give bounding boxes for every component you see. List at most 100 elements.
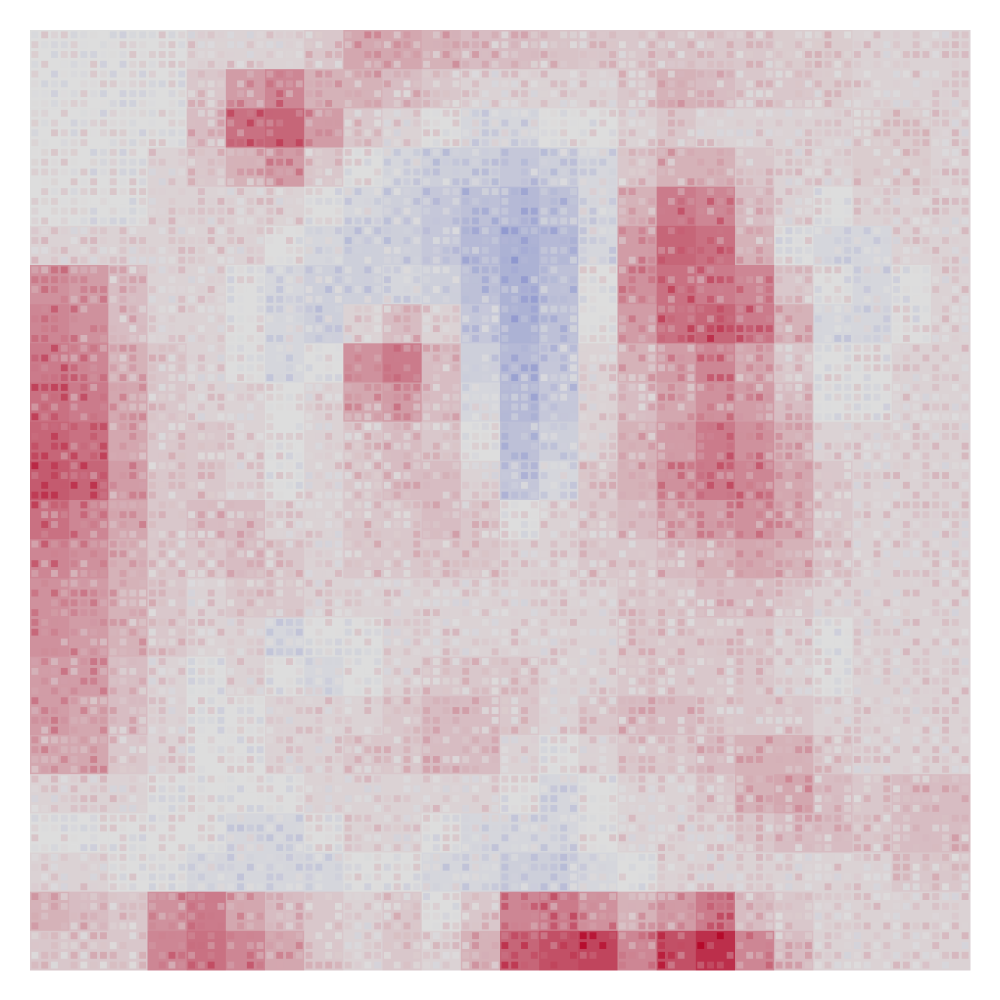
- heatmap-texel: [110, 51, 117, 58]
- heatmap-texel: [345, 218, 352, 225]
- heatmap-texel: [80, 560, 87, 567]
- heatmap-texel: [629, 100, 636, 107]
- heatmap-texel: [825, 51, 832, 58]
- heatmap-texel: [110, 325, 117, 332]
- heatmap-texel: [169, 306, 176, 313]
- heatmap-texel: [550, 139, 557, 146]
- heatmap-texel: [247, 100, 254, 107]
- heatmap-texel: [893, 560, 900, 567]
- heatmap-texel: [550, 443, 557, 450]
- heatmap-texel: [315, 541, 322, 548]
- heatmap-texel: [531, 345, 538, 352]
- heatmap-texel: [619, 492, 626, 499]
- heatmap-texel: [952, 482, 959, 489]
- heatmap-texel: [247, 80, 254, 87]
- heatmap-texel: [276, 257, 283, 264]
- heatmap-texel: [374, 609, 381, 616]
- heatmap-texel: [257, 296, 264, 303]
- heatmap-texel: [678, 443, 685, 450]
- heatmap-texel: [364, 198, 371, 205]
- heatmap-texel: [599, 198, 606, 205]
- heatmap-texel: [570, 169, 577, 176]
- heatmap-texel: [893, 315, 900, 322]
- heatmap-texel: [844, 159, 851, 166]
- heatmap-texel: [511, 404, 518, 411]
- heatmap-texel: [550, 110, 557, 117]
- heatmap-texel: [511, 472, 518, 479]
- heatmap-texel: [394, 178, 401, 185]
- heatmap-texel: [178, 394, 185, 401]
- heatmap-texel: [355, 149, 362, 156]
- heatmap-texel: [580, 71, 587, 78]
- heatmap-texel: [139, 325, 146, 332]
- heatmap-texel: [736, 218, 743, 225]
- heatmap-texel: [668, 120, 675, 127]
- heatmap-texel: [932, 41, 939, 48]
- heatmap-texel: [404, 41, 411, 48]
- heatmap-texel: [668, 531, 675, 538]
- heatmap-texel: [159, 404, 166, 411]
- heatmap-texel: [962, 218, 969, 225]
- heatmap-texel: [688, 296, 695, 303]
- heatmap-texel: [883, 306, 890, 313]
- heatmap-texel: [110, 247, 117, 254]
- heatmap-texel: [913, 443, 920, 450]
- heatmap-texel: [178, 433, 185, 440]
- heatmap-texel: [227, 570, 234, 577]
- heatmap-texel: [306, 453, 313, 460]
- heatmap-texel: [129, 276, 136, 283]
- heatmap-texel: [443, 188, 450, 195]
- heatmap-texel: [335, 178, 342, 185]
- heatmap-texel: [658, 149, 665, 156]
- heatmap-texel: [51, 590, 58, 597]
- heatmap-texel: [208, 492, 215, 499]
- heatmap-texel: [805, 364, 812, 371]
- heatmap-texel: [854, 80, 861, 87]
- heatmap-texel: [433, 521, 440, 528]
- heatmap-texel: [541, 178, 548, 185]
- heatmap-texel: [374, 462, 381, 469]
- heatmap-texel: [90, 482, 97, 489]
- heatmap-texel: [90, 521, 97, 528]
- heatmap-texel: [550, 560, 557, 567]
- heatmap-texel: [374, 31, 381, 38]
- heatmap-texel: [962, 472, 969, 479]
- heatmap-texel: [550, 541, 557, 548]
- heatmap-texel: [590, 472, 597, 479]
- heatmap-texel: [100, 394, 107, 401]
- heatmap-texel: [629, 178, 636, 185]
- heatmap-texel: [404, 394, 411, 401]
- heatmap-texel: [41, 139, 48, 146]
- heatmap-texel: [805, 120, 812, 127]
- heatmap-texel: [923, 315, 930, 322]
- heatmap-texel: [110, 178, 117, 185]
- heatmap-texel: [413, 51, 420, 58]
- heatmap-texel: [756, 208, 763, 215]
- heatmap-texel: [178, 139, 185, 146]
- heatmap-texel: [629, 51, 636, 58]
- heatmap-texel: [756, 129, 763, 136]
- heatmap-texel: [942, 31, 949, 38]
- heatmap-texel: [335, 570, 342, 577]
- heatmap-texel: [795, 453, 802, 460]
- heatmap-texel: [521, 472, 528, 479]
- heatmap-texel: [834, 169, 841, 176]
- heatmap-texel: [815, 51, 822, 58]
- heatmap-texel: [903, 472, 910, 479]
- heatmap-texel: [844, 472, 851, 479]
- heatmap-texel: [688, 90, 695, 97]
- heatmap-texel: [90, 247, 97, 254]
- heatmap-texel: [795, 208, 802, 215]
- heatmap-texel: [864, 296, 871, 303]
- heatmap-texel: [580, 208, 587, 215]
- heatmap-texel: [805, 521, 812, 528]
- heatmap-texel: [404, 345, 411, 352]
- heatmap-texel: [90, 472, 97, 479]
- heatmap-texel: [129, 609, 136, 616]
- heatmap-texel: [805, 453, 812, 460]
- heatmap-texel: [120, 208, 127, 215]
- heatmap-texel: [913, 129, 920, 136]
- heatmap-texel: [854, 208, 861, 215]
- heatmap-texel: [266, 492, 273, 499]
- heatmap-texel: [599, 433, 606, 440]
